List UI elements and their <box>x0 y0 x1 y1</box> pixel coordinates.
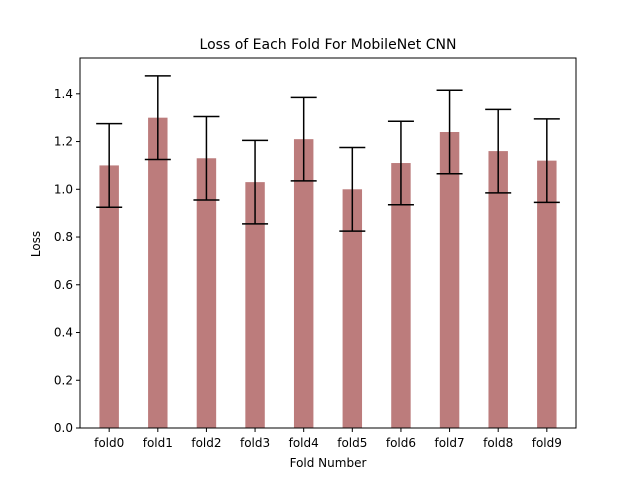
y-axis-label: Loss <box>29 231 43 257</box>
chart-title: Loss of Each Fold For MobileNet CNN <box>200 37 457 53</box>
x-tick-label: fold7 <box>434 436 464 450</box>
bar-fold0 <box>99 165 119 428</box>
y-tick-label: 1.2 <box>54 135 73 149</box>
bar-fold6 <box>391 163 411 428</box>
x-tick-label: fold8 <box>483 436 513 450</box>
bar-fold9 <box>537 160 557 429</box>
bar-fold8 <box>488 151 508 428</box>
y-tick-label: 0.6 <box>54 278 73 292</box>
bar-fold2 <box>196 158 217 429</box>
y-tick-label: 0.4 <box>54 326 73 340</box>
y-tick-label: 0.2 <box>54 373 73 387</box>
x-tick-label: fold0 <box>94 436 124 450</box>
x-tick-label: fold1 <box>143 436 173 450</box>
y-tick-label: 0.0 <box>54 421 73 435</box>
y-tick-label: 1.0 <box>54 182 73 196</box>
x-tick-label: fold9 <box>532 436 562 450</box>
x-tick-label: fold3 <box>240 436 270 450</box>
bar-fold5 <box>342 189 363 428</box>
bar-fold3 <box>245 182 265 428</box>
x-tick-label: fold6 <box>386 436 416 450</box>
x-axis-ticks: fold0 fold1 fold2 fold3 fold4 fold5 fold6 fold7… <box>94 428 562 450</box>
bar-fold7 <box>439 132 460 428</box>
bar-fold4 <box>293 139 314 428</box>
y-tick-label: 1.4 <box>54 87 73 101</box>
bars-group <box>99 117 557 429</box>
x-tick-label: fold5 <box>337 436 367 450</box>
y-tick-label: 0.8 <box>54 230 73 244</box>
bar-fold1 <box>148 117 168 428</box>
x-axis-label: Fold Number <box>290 456 367 470</box>
y-axis-ticks: 0.0 0.2 0.4 0.6 0.8 1.0 1.2 1.4 <box>54 87 80 435</box>
x-tick-label: fold4 <box>289 436 319 450</box>
error-bars-group <box>96 75 560 232</box>
plot-frame <box>79 57 577 429</box>
x-tick-label: fold2 <box>191 436 221 450</box>
